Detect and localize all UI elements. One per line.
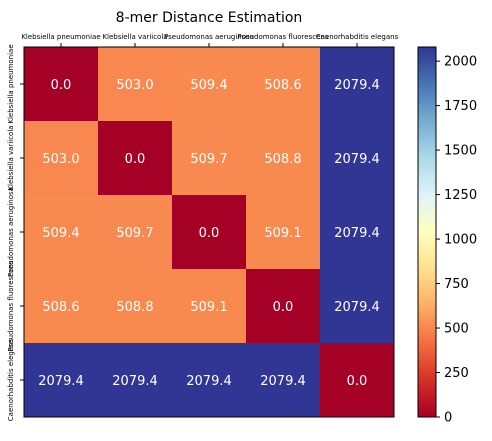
- cell-value-r1-c4: 2079.4: [334, 152, 380, 167]
- colorbar-tick-label-7: 1750: [444, 99, 477, 114]
- x-tick-label-2: Pseudomonas aeruginosa: [164, 33, 254, 41]
- cell-value-r2-c4: 2079.4: [334, 226, 380, 241]
- heatmap-cell-r3-c4: [320, 269, 395, 344]
- cell-value-r0-c2: 509.4: [190, 78, 227, 93]
- y-tick-label-2: Pseudomonas aeruginosa: [7, 187, 15, 277]
- x-axis-ticks: Klebsiella pneumoniae Klebsiella variicol…: [21, 33, 399, 47]
- cell-value-r1-c1: 0.0: [125, 152, 146, 167]
- x-tick-label-4: Caenorhabditis elegans: [316, 33, 399, 41]
- cell-value-r0-c4: 2079.4: [334, 78, 380, 93]
- heatmap-cell-r0-c4: [320, 47, 395, 122]
- heatmap-cell-r2-c2: [172, 195, 247, 270]
- cell-value-r3-c0: 508.6: [42, 300, 79, 315]
- colorbar-tick-label-8: 2000: [444, 55, 477, 70]
- heatmap-cell-r2-c3: [246, 195, 321, 270]
- y-tick-label-4: Caenorhabditis elegans: [7, 338, 15, 421]
- cell-value-r0-c0: 0.0: [51, 78, 72, 93]
- cell-value-r1-c2: 509.7: [190, 152, 227, 167]
- cell-value-r3-c3: 0.0: [273, 300, 294, 315]
- y-tick-label-1: Klebsiella variicola: [7, 125, 15, 190]
- heatmap-cells: [24, 47, 395, 418]
- x-tick-label-1: Klebsiella variicola: [102, 33, 167, 41]
- cell-value-r4-c1: 2079.4: [112, 374, 158, 389]
- heatmap-cell-r4-c1: [98, 343, 173, 418]
- y-tick-label-0: Klebsiella pneumoniae: [7, 44, 15, 123]
- heatmap-cell-r0-c2: [172, 47, 247, 122]
- heatmap-cell-r1-c1: [98, 121, 173, 196]
- y-tick-label-3: Pseudomonas fluorescens: [7, 260, 15, 351]
- cell-value-r1-c0: 503.0: [42, 152, 79, 167]
- colorbar-tick-label-6: 1500: [444, 144, 477, 159]
- x-tick-label-0: Klebsiella pneumoniae: [21, 33, 100, 41]
- cell-value-r3-c1: 508.8: [116, 300, 153, 315]
- cell-value-r4-c3: 2079.4: [260, 374, 306, 389]
- heatmap-cell-r1-c0: [24, 121, 99, 196]
- colorbar-tick-label-0: 0: [444, 411, 452, 426]
- heatmap-cell-r1-c2: [172, 121, 247, 196]
- cell-value-r2-c2: 0.0: [199, 226, 220, 241]
- heatmap-cell-r0-c0: [24, 47, 99, 122]
- heatmap-cell-r1-c3: [246, 121, 321, 196]
- cell-value-r4-c0: 2079.4: [38, 374, 84, 389]
- heatmap-cell-r3-c2: [172, 269, 247, 344]
- cell-value-r0-c1: 503.0: [116, 78, 153, 93]
- cell-value-r1-c3: 508.8: [264, 152, 301, 167]
- heatmap-cell-r3-c1: [98, 269, 173, 344]
- heatmap-cell-r3-c3: [246, 269, 321, 344]
- colorbar-tick-label-2: 500: [444, 322, 469, 337]
- colorbar-tick-label-1: 250: [444, 366, 469, 381]
- cell-value-r3-c2: 509.1: [190, 300, 227, 315]
- colorbar-tick-label-4: 1000: [444, 233, 477, 248]
- heatmap-cell-r4-c2: [172, 343, 247, 418]
- x-tick-label-3: Pseudomonas fluorescens: [238, 33, 329, 41]
- heatmap-cell-r2-c1: [98, 195, 173, 270]
- cell-value-r2-c0: 509.4: [42, 226, 79, 241]
- heatmap-cell-r4-c4: [320, 343, 395, 418]
- colorbar-tick-label-3: 750: [444, 277, 469, 292]
- heatmap-cell-r1-c4: [320, 121, 395, 196]
- heatmap-cell-r4-c0: [24, 343, 99, 418]
- heatmap-cell-r3-c0: [24, 269, 99, 344]
- heatmap-cell-r0-c1: [98, 47, 173, 122]
- heatmap-cell-r0-c3: [246, 47, 321, 122]
- cell-value-r2-c1: 509.7: [116, 226, 153, 241]
- chart-title: 8-mer Distance Estimation: [116, 10, 303, 26]
- heatmap-cell-r2-c0: [24, 195, 99, 270]
- colorbar-tick-label-5: 1250: [444, 188, 477, 203]
- cell-value-r3-c4: 2079.4: [334, 300, 380, 315]
- cell-value-r0-c3: 508.6: [264, 78, 301, 93]
- colorbar-ticks: 0 250 500 750 1000 1250 1500 1750 2000: [436, 55, 477, 426]
- cell-value-r4-c4: 0.0: [347, 374, 368, 389]
- heatmap-cell-r2-c4: [320, 195, 395, 270]
- heatmap-cell-r4-c3: [246, 343, 321, 418]
- cell-value-r2-c3: 509.1: [264, 226, 301, 241]
- cell-value-r4-c2: 2079.4: [186, 374, 232, 389]
- colorbar: [417, 46, 437, 418]
- heatmap-value-labels: 0.0 503.0 509.4 508.6 2079.4 503.0 0.0 509.7 508…: [38, 78, 380, 389]
- y-axis-ticks: Klebsiella pneumoniae Klebsiella variicol…: [7, 44, 24, 421]
